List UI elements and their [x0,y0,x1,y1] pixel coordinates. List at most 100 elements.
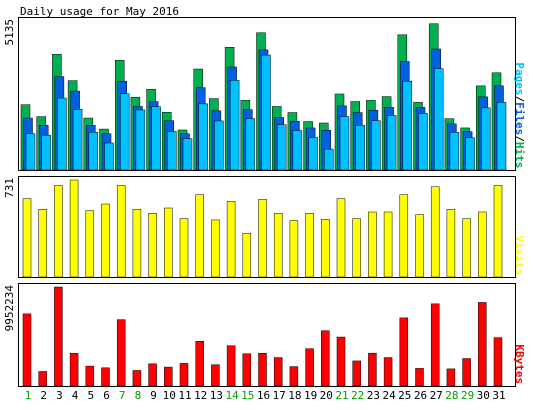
day-label-3: 3 [56,389,63,402]
bar-pages-day-29 [465,137,475,171]
bar-kbytes-day-8 [132,370,142,387]
bar-visits-day-1 [22,198,32,278]
bar-kbytes-day-12 [195,340,204,387]
bar-pages-day-15 [245,118,256,171]
bar-kbytes-day-24 [383,357,393,387]
bar-visits-day-3 [54,185,63,278]
bar-pages-day-10 [167,131,177,171]
day-label-7: 7 [119,389,126,402]
bar-pages-day-27 [433,68,444,171]
day-label-5: 5 [87,389,94,402]
panel-visits: 731 Visits [3,176,526,278]
bar-pages-day-24 [386,115,397,171]
bar-pages-day-26 [418,113,428,171]
bar-visits-day-7 [116,185,126,278]
day-label-22: 22 [351,389,364,402]
bar-kbytes-day-11 [179,363,189,387]
day-label-17: 17 [273,389,286,402]
bar-pages-day-8 [135,109,146,171]
bar-pages-day-19 [308,137,318,171]
bar-kbytes-day-15 [242,353,252,387]
bar-kbytes-day-2 [38,371,47,387]
bar-pages-day-28 [449,132,460,171]
day-label-31: 31 [492,389,505,402]
day-label-23: 23 [367,389,380,402]
bar-pages-day-20 [324,148,334,171]
bar-pages-day-2 [41,134,51,171]
bar-visits-day-15 [242,232,252,278]
bar-kbytes-day-19 [305,348,314,387]
panel-pages-files-hits: 5135 Pages/Files/Hits [3,17,526,171]
day-label-9: 9 [150,389,157,402]
bar-pages-day-21 [339,116,350,171]
day-label-8: 8 [135,389,142,402]
bar-pages-day-16 [261,54,271,171]
day-label-1: 1 [25,389,32,402]
y-max-label: 5135 [3,19,16,46]
day-label-30: 30 [477,389,490,402]
bar-visits-day-12 [195,194,204,278]
bar-pages-day-23 [371,120,381,171]
day-label-28: 28 [445,389,458,402]
bar-kbytes-day-10 [164,366,173,387]
bar-kbytes-day-18 [289,366,299,387]
bar-pages-day-3 [57,97,67,171]
bar-pages-day-9 [151,106,161,171]
bar-kbytes-day-31 [493,337,503,387]
bar-kbytes-day-17 [273,357,283,387]
bar-kbytes-day-3 [54,286,63,387]
bar-pages-day-22 [355,125,365,171]
bar-kbytes-day-14 [226,345,236,387]
bar-pages-day-1 [25,133,36,171]
bar-kbytes-day-1 [22,313,32,387]
bar-visits-day-14 [226,201,236,278]
bar-visits-day-20 [321,219,330,278]
bar-visits-day-5 [85,210,95,278]
bar-pages-day-13 [214,120,224,171]
bar-kbytes-day-27 [430,303,440,387]
bar-pages-day-6 [104,142,114,171]
bar-visits-day-8 [132,209,142,278]
bar-kbytes-day-13 [211,364,220,387]
y-max-label: 731 [3,178,16,198]
bar-visits-day-23 [368,211,377,278]
bar-kbytes-day-25 [399,317,409,387]
bar-visits-day-18 [289,220,299,278]
bar-visits-day-28 [446,209,456,278]
bar-kbytes-day-30 [478,302,487,387]
day-label-6: 6 [103,389,110,402]
y-max-label: 9952234 [3,285,16,332]
bar-visits-day-6 [101,203,110,278]
bar-visits-day-24 [383,211,393,278]
bar-visits-day-29 [462,218,471,278]
bar-visits-day-30 [478,211,487,278]
day-label-27: 27 [430,389,443,402]
bar-visits-day-25 [399,194,409,278]
bar-kbytes-day-4 [69,353,79,387]
bar-visits-day-19 [305,213,314,278]
bar-kbytes-day-28 [446,368,456,387]
bar-kbytes-day-7 [116,319,126,387]
day-label-2: 2 [40,389,47,402]
bar-kbytes-day-21 [336,336,346,387]
day-label-12: 12 [194,389,207,402]
bar-visits-day-13 [211,219,220,278]
bar-pages-day-14 [229,80,240,171]
day-label-24: 24 [382,389,396,402]
bar-kbytes-day-26 [415,368,424,387]
bar-pages-day-7 [119,93,130,171]
bar-visits-day-9 [148,213,157,278]
bar-kbytes-day-20 [321,330,330,387]
bar-kbytes-day-6 [101,367,110,387]
day-label-25: 25 [398,389,411,402]
day-label-21: 21 [335,389,348,402]
day-label-13: 13 [210,389,223,402]
bar-pages-day-4 [72,109,83,171]
bar-pages-day-12 [198,103,208,171]
bar-visits-day-4 [69,179,79,278]
bar-pages-day-17 [276,124,287,171]
bar-kbytes-day-16 [258,353,267,387]
bar-visits-day-21 [336,198,346,278]
day-label-4: 4 [72,389,79,402]
